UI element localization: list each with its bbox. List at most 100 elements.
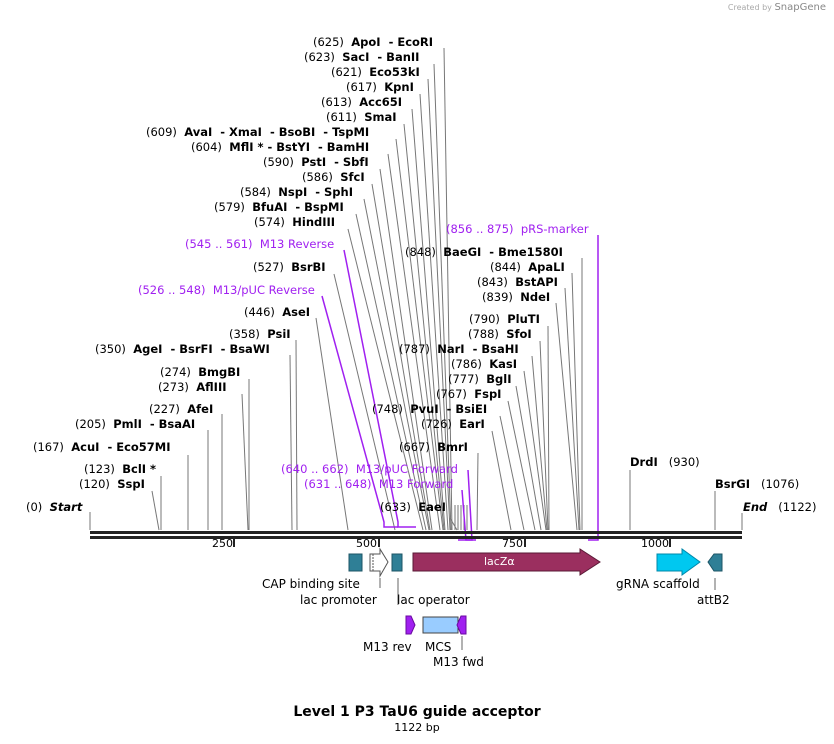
enzyme-name: PstI - SbfI	[301, 155, 369, 169]
enzyme-name: EaeI	[418, 500, 446, 514]
m13-fwd-feature[interactable]	[456, 615, 467, 635]
enzyme-label[interactable]: (350) AgeI - BsrFI - BsaWI	[95, 342, 270, 356]
primer-name: M13 Forward	[378, 477, 454, 491]
enzyme-label[interactable]: (609) AvaI - XmaI - BsoBI - TspMI	[146, 125, 369, 139]
enzyme-label[interactable]: (446) AseI	[244, 305, 310, 319]
cut-position: (584)	[240, 185, 271, 199]
enzyme-label[interactable]: (839) NdeI	[482, 290, 550, 304]
primer-label[interactable]: (640 .. 662) M13/pUC Forward	[281, 462, 458, 476]
lac-operator-label: lac operator	[397, 593, 470, 607]
enzyme-label[interactable]: (590) PstI - SbfI	[263, 155, 369, 169]
primer-label[interactable]: (526 .. 548) M13/pUC Reverse	[138, 283, 315, 297]
snapgene-brand: SnapGene	[774, 2, 826, 13]
cut-position: (358)	[229, 327, 260, 341]
cut-position: (590)	[263, 155, 294, 169]
enzyme-name: MflI * - BstYI - BamHI	[229, 140, 370, 154]
mcs-feature[interactable]	[422, 616, 459, 634]
cut-position: (844)	[490, 260, 521, 274]
enzyme-label[interactable]: (586) SfcI	[302, 170, 365, 184]
primer-label[interactable]: (856 .. 875) pRS-marker	[446, 222, 589, 236]
enzyme-label[interactable]: (787) NarI - BsaHI	[399, 342, 519, 356]
cut-position: (848)	[405, 245, 436, 259]
m13-rev-feature[interactable]	[405, 615, 416, 635]
lac-operator-feature[interactable]	[391, 553, 403, 572]
enzyme-label[interactable]: (611) SmaI	[326, 110, 397, 124]
primer-range: (545 .. 561)	[185, 237, 253, 251]
enzyme-name: ApoI - EcoRI	[351, 35, 434, 49]
primer-name: M13/pUC Forward	[355, 462, 458, 476]
end-marker: End	[743, 500, 768, 514]
enzyme-label[interactable]: (625) ApoI - EcoRI	[313, 35, 433, 49]
enzyme-label[interactable]: (584) NspI - SphI	[240, 185, 353, 199]
enzyme-label[interactable]: (527) BsrBI	[253, 260, 326, 274]
enzyme-name: NdeI	[520, 290, 551, 304]
cut-position: (726)	[421, 417, 452, 431]
primer-range: (640 .. 662)	[281, 462, 349, 476]
primer-label[interactable]: (631 .. 648) M13 Forward	[304, 477, 453, 491]
enzyme-name: AgeI - BsrFI - BsaWI	[133, 342, 270, 356]
enzyme-label[interactable]: BsrGI (1076)	[715, 477, 799, 491]
m13-fwd-label: M13 fwd	[433, 655, 484, 669]
enzyme-label[interactable]: (274) BmgBI	[160, 365, 240, 379]
enzyme-label[interactable]: (777) BglI	[448, 372, 511, 386]
enzyme-label[interactable]: (227) AfeI	[149, 402, 213, 416]
map-title: Level 1 P3 TaU6 guide acceptor	[293, 704, 541, 720]
lacza-feature[interactable]	[412, 548, 601, 576]
primer-markers	[321, 235, 599, 541]
enzyme-label[interactable]: (621) Eco53kI	[331, 65, 420, 79]
cut-position: (274)	[160, 365, 191, 379]
enzyme-name: KasI	[489, 357, 518, 371]
enzyme-label[interactable]: (790) PluTI	[469, 312, 540, 326]
start-label: (0) Start	[26, 500, 82, 514]
lac-promoter-feature[interactable]	[369, 547, 389, 578]
enzyme-label[interactable]: (205) PmlI - BsaAI	[75, 417, 195, 431]
m13-rev-label: M13 rev	[363, 640, 412, 654]
enzyme-label[interactable]: (633) EaeI	[380, 500, 446, 514]
enzyme-label[interactable]: (843) BstAPI	[477, 275, 558, 289]
enzyme-label[interactable]: (748) PvuI - BsiEI	[372, 402, 487, 416]
enzyme-name: NspI - SphI	[278, 185, 353, 199]
cut-position: (123)	[84, 462, 115, 476]
grna-scaffold-label: gRNA scaffold	[616, 577, 700, 591]
enzyme-label[interactable]: (788) SfoI	[468, 327, 532, 341]
enzyme-label[interactable]: (623) SacI - BanII	[304, 50, 419, 64]
enzyme-label[interactable]: (574) HindIII	[254, 215, 335, 229]
primer-name: M13 Reverse	[259, 237, 335, 251]
enzyme-name: SfoI	[506, 327, 532, 341]
enzyme-name: BclI *	[122, 462, 157, 476]
enzyme-label[interactable]: (120) SspI	[79, 477, 145, 491]
enzyme-label[interactable]: (617) KpnI	[346, 80, 414, 94]
enzyme-label[interactable]: (613) Acc65I	[321, 95, 402, 109]
attb2-feature[interactable]	[707, 553, 723, 572]
features	[348, 547, 723, 650]
enzyme-label[interactable]: (123) BclI *	[84, 462, 156, 476]
enzyme-name: BfuAI - BspMI	[252, 200, 344, 214]
enzyme-label[interactable]: (848) BaeGI - Bme1580I	[405, 245, 563, 259]
cut-position: (350)	[95, 342, 126, 356]
cut-position: (843)	[477, 275, 508, 289]
enzyme-name: PluTI	[507, 312, 540, 326]
enzyme-label[interactable]: (726) EarI	[421, 417, 485, 431]
enzyme-name: Eco53kI	[369, 65, 420, 79]
enzyme-label[interactable]: (167) AcuI - Eco57MI	[33, 440, 171, 454]
enzyme-label[interactable]: (786) KasI	[451, 357, 517, 371]
enzyme-name: SmaI	[364, 110, 397, 124]
grna-scaffold-feature[interactable]	[656, 548, 701, 576]
cut-position: (586)	[302, 170, 333, 184]
enzyme-label[interactable]: (579) BfuAI - BspMI	[214, 200, 344, 214]
enzyme-label[interactable]: (604) MflI * - BstYI - BamHI	[191, 140, 369, 154]
enzyme-name: AcuI - Eco57MI	[71, 440, 171, 454]
cut-position: (613)	[321, 95, 352, 109]
primer-name: pRS-marker	[520, 222, 589, 236]
end-label: End (1122)	[743, 500, 817, 514]
enzyme-label[interactable]: (667) BmrI	[399, 440, 468, 454]
enzyme-label[interactable]: (844) ApaLI	[490, 260, 565, 274]
enzyme-label[interactable]: DrdI (930)	[630, 455, 700, 469]
cap-binding-site-feature[interactable]	[348, 553, 363, 572]
enzyme-label[interactable]: (358) PsiI	[229, 327, 291, 341]
enzyme-name: ApaLI	[528, 260, 565, 274]
enzyme-label[interactable]: (767) FspI	[436, 387, 501, 401]
primer-label[interactable]: (545 .. 561) M13 Reverse	[185, 237, 334, 251]
tick-750: 750	[502, 537, 523, 550]
enzyme-label[interactable]: (273) AflIII	[158, 380, 227, 394]
